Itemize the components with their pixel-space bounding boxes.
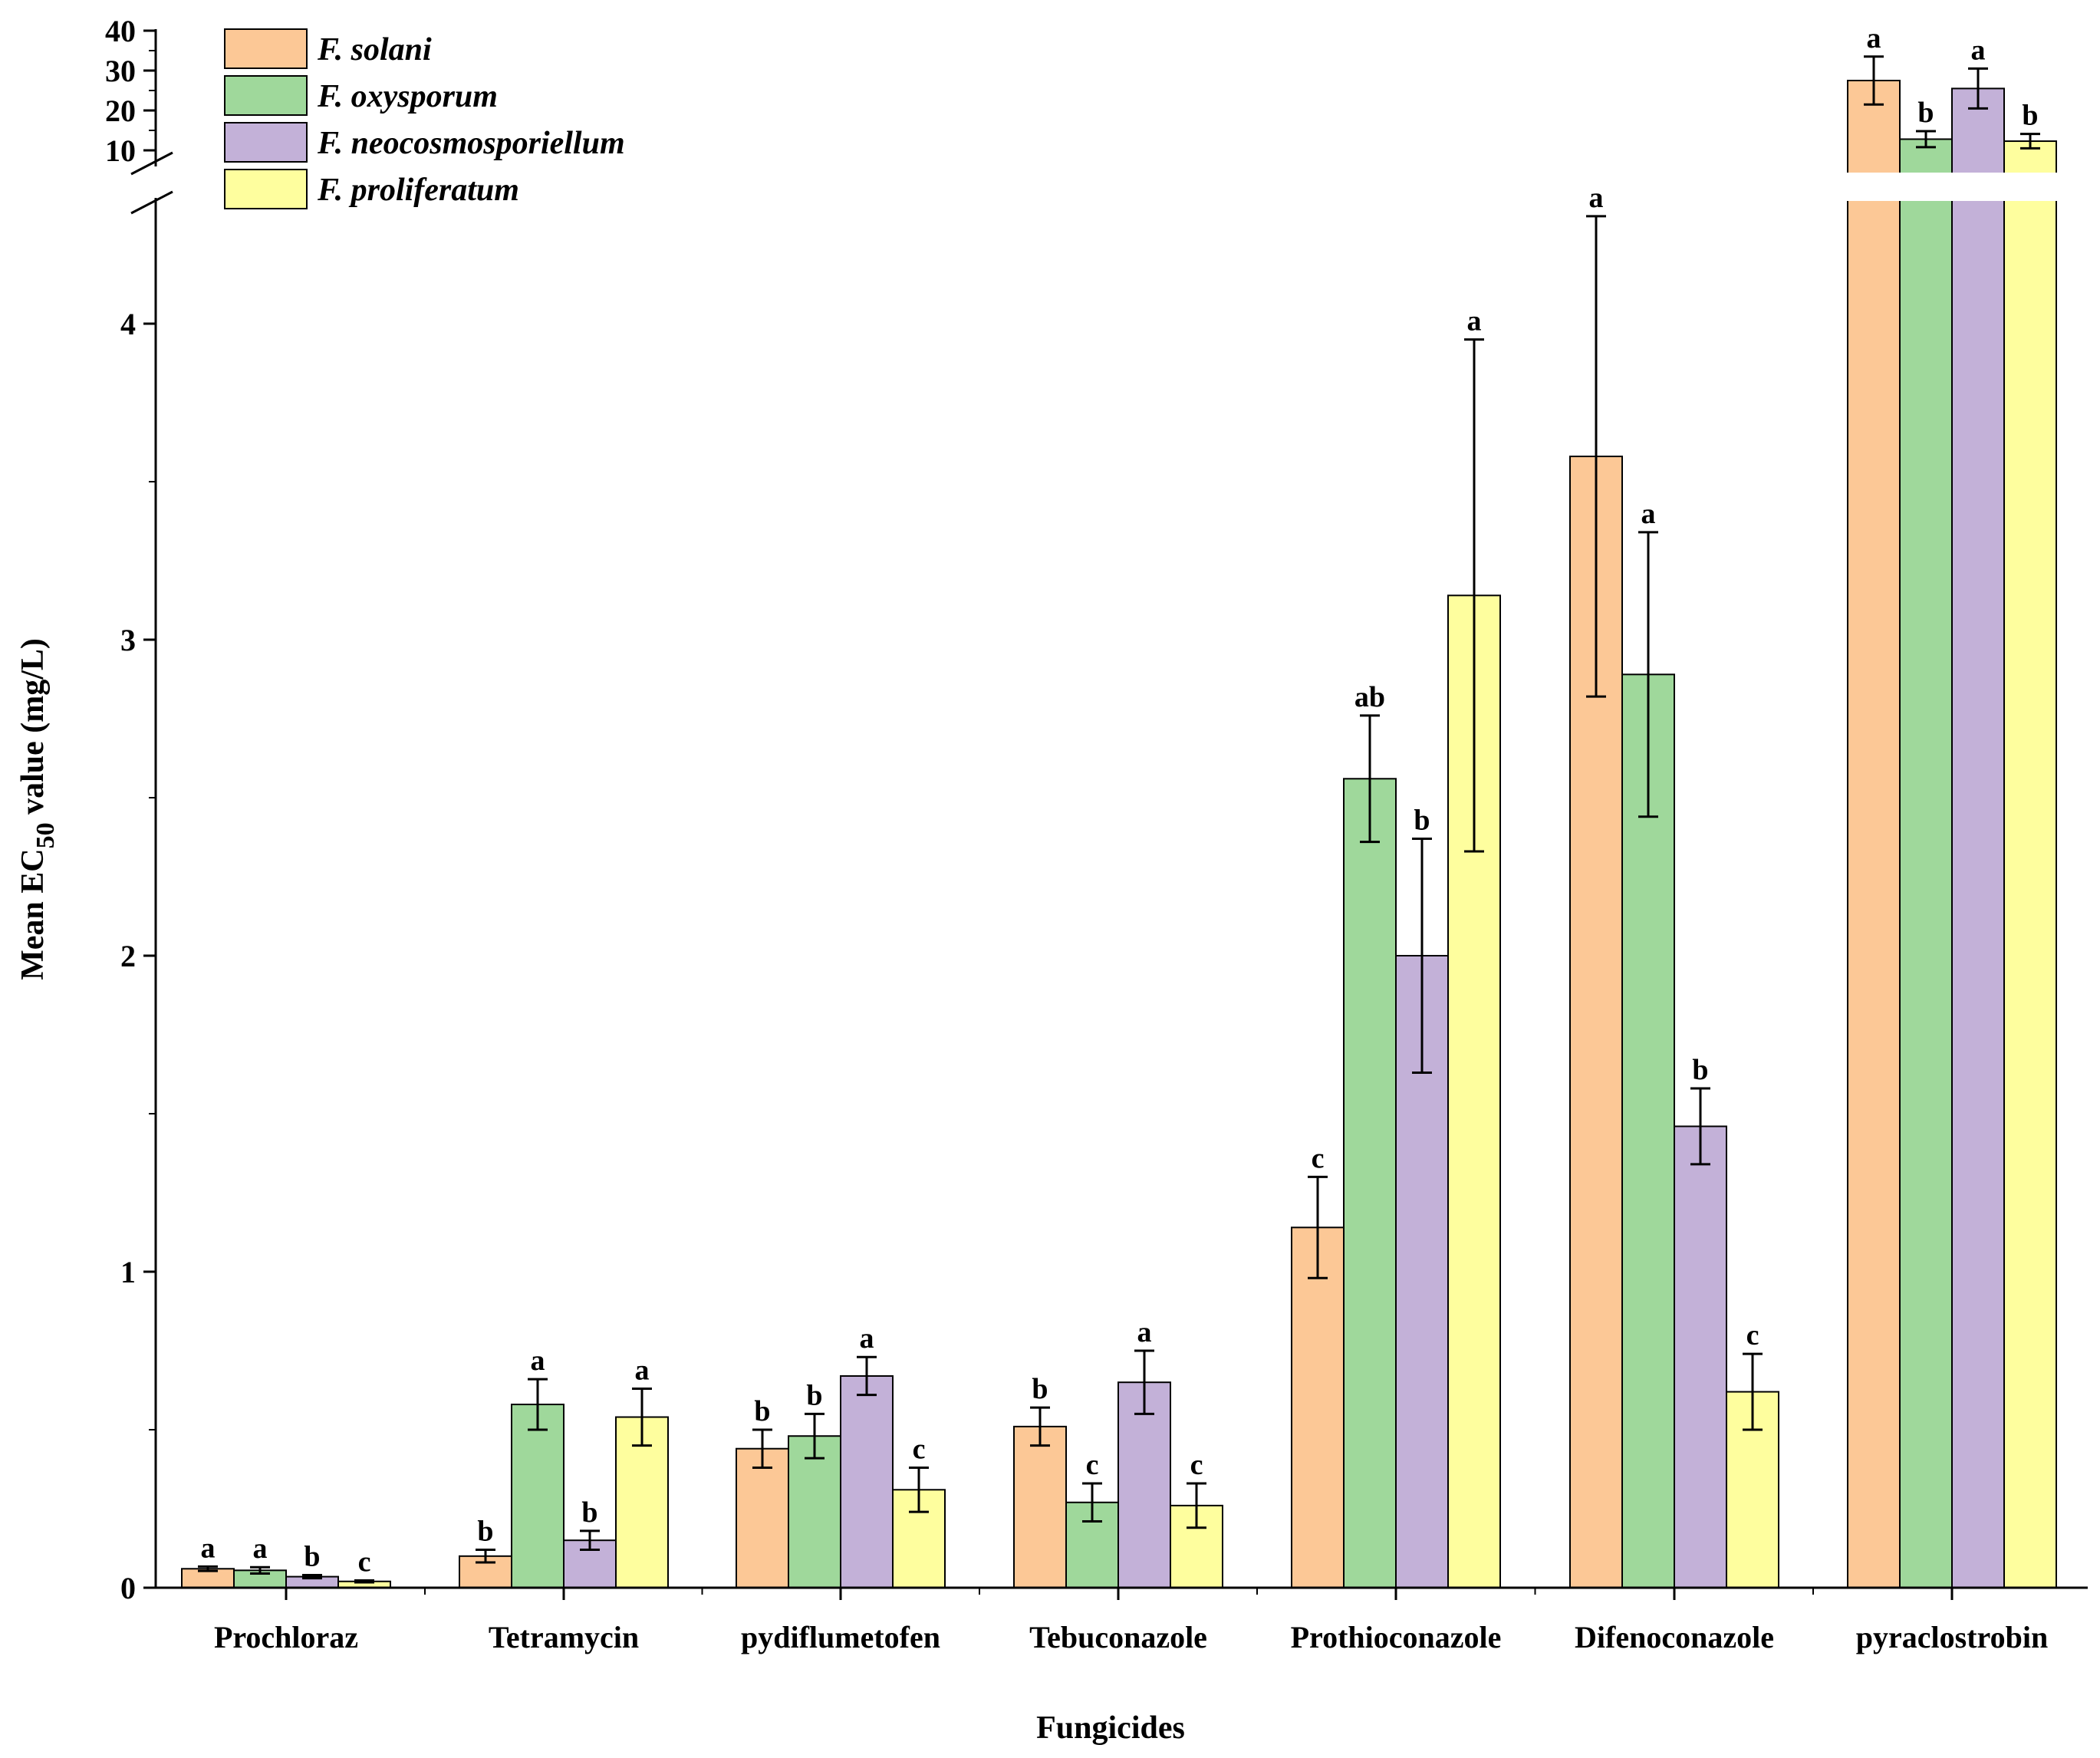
y-axis-title-tail: value (mg/L) (15, 638, 51, 822)
bars-layer (181, 80, 2059, 1589)
axes-layer: 0 1 2 3 4 10 20 30 40 Prochloraz Tetramycin pydiflu… (105, 14, 2088, 1654)
x-axis-title: Fungicides (1036, 1710, 1185, 1746)
y-tick-label-upper: 30 (105, 54, 136, 88)
significance-letter: a (201, 1532, 216, 1564)
y-tick-label-upper: 10 (105, 133, 136, 168)
significance-letter: a (1641, 498, 1656, 530)
legend-swatch-f-proliferatum (224, 169, 308, 209)
x-tick-label-tebuconazole: Tebuconazole (1029, 1620, 1207, 1654)
significance-letter: b (1917, 97, 1934, 129)
legend-label-f-proliferatum: F. proliferatum (317, 173, 519, 208)
bar-difenoconazole-f-oxysporum (1621, 673, 1675, 1589)
significance-letter: c (1746, 1319, 1759, 1351)
bar-tebuconazole-f-solani (1013, 1425, 1067, 1588)
bar-tetramycin-f-oxysporum (511, 1404, 564, 1589)
significance-letter: a (1137, 1316, 1152, 1348)
legend-label-f-solani: F. solani (317, 32, 432, 67)
x-tick-label-pydiflumetofen: pydiflumetofen (741, 1620, 940, 1654)
x-tick-label-prochloraz: Prochloraz (214, 1620, 358, 1654)
error-bars-layer (198, 55, 2040, 1584)
y-tick-label: 3 (120, 623, 136, 657)
legend: F. solani F. oxysporum F. neocosmosporiell… (224, 28, 625, 209)
bar-difenoconazole-f-neocosmosporiellum (1674, 1125, 1727, 1588)
bar-pydiflumetofen-f-solani (736, 1447, 789, 1588)
bar-pydiflumetofen-f-neocosmosporiellum (840, 1374, 894, 1588)
legend-label-f-neocosmosporiellum: F. neocosmosporiellum (317, 126, 625, 161)
significance-letter: a (1971, 34, 1986, 66)
y-tick-label: 1 (120, 1255, 136, 1289)
significance-letter: c (1190, 1449, 1203, 1481)
significance-letter: b (2022, 100, 2038, 132)
significance-letter: c (358, 1546, 371, 1579)
significance-letter: b (754, 1395, 770, 1427)
bar-tebuconazole-f-neocosmosporiellum (1117, 1381, 1171, 1588)
significance-letter: b (581, 1496, 597, 1529)
significance-letter: a (1589, 182, 1604, 214)
x-tick-label-tetramycin: Tetramycin (489, 1620, 639, 1654)
significance-letter: c (1086, 1449, 1099, 1481)
significance-letter: b (1032, 1373, 1048, 1405)
significance-letter: c (1312, 1142, 1325, 1174)
y-tick-label: 4 (120, 307, 136, 341)
y-tick-label: 0 (120, 1571, 136, 1605)
significance-letter: b (477, 1516, 493, 1548)
legend-swatch-f-neocosmosporiellum (224, 122, 308, 163)
y-tick-label: 2 (120, 939, 136, 973)
bar-pyraclostrobin-f-solani (1847, 80, 1901, 1588)
significance-letter: a (860, 1322, 874, 1355)
bar-pyraclostrobin-f-neocosmosporiellum (1951, 87, 2005, 1588)
y-tick-label-upper: 20 (105, 94, 136, 128)
x-tick-label-pyraclostrobin: pyraclostrobin (1856, 1620, 2048, 1654)
legend-swatch-f-oxysporum (224, 75, 308, 116)
y-axis-title-subscript: 50 (31, 822, 60, 848)
bar-pyraclostrobin-f-oxysporum (1899, 138, 1953, 1589)
bar-pyraclostrobin-f-proliferatum (2003, 140, 2057, 1588)
significance-letter: b (1414, 805, 1430, 837)
x-tick-label-difenoconazole: Difenoconazole (1575, 1620, 1774, 1654)
significance-letter: b (1692, 1054, 1708, 1086)
axis-break-mark-top (130, 151, 173, 176)
bar-prothioconazole-f-solani (1291, 1226, 1345, 1588)
significance-letter: ab (1354, 681, 1385, 713)
significance-letter: a (253, 1532, 268, 1565)
y-tick-label-upper: 40 (105, 14, 136, 48)
significance-letter: b (304, 1541, 320, 1573)
significance-letter: a (531, 1345, 545, 1377)
significance-letter: a (1467, 305, 1482, 337)
y-axis-title: Mean EC50 value (mg/L) (15, 638, 60, 980)
significance-letter: a (635, 1354, 650, 1386)
x-tick-label-prothioconazole: Prothioconazole (1291, 1620, 1502, 1654)
bar-prothioconazole-f-oxysporum (1343, 778, 1397, 1588)
significance-letter: b (806, 1379, 822, 1411)
significance-letter: c (913, 1433, 926, 1465)
y-axis-title-main: Mean EC (15, 848, 51, 980)
legend-swatch-f-solani (224, 28, 308, 69)
legend-label-f-oxysporum: F. oxysporum (317, 79, 498, 114)
axis-break-gap (1845, 173, 2059, 201)
significance-letter: a (1867, 22, 1881, 54)
axis-break-mark-bottom (130, 190, 173, 215)
